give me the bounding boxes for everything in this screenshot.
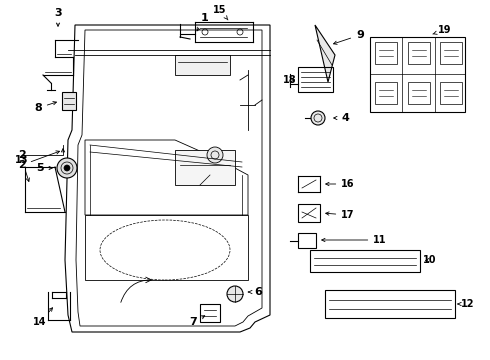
- Text: 2: 2: [18, 151, 59, 170]
- Text: 6: 6: [248, 287, 262, 297]
- Text: 7: 7: [189, 316, 205, 327]
- Circle shape: [64, 165, 70, 171]
- Text: 9: 9: [334, 30, 364, 44]
- Text: 16: 16: [326, 179, 355, 189]
- Text: 1: 1: [197, 13, 209, 31]
- Text: 18: 18: [283, 75, 297, 85]
- Text: 11: 11: [322, 235, 387, 245]
- Circle shape: [207, 147, 223, 163]
- Text: 4: 4: [334, 113, 349, 123]
- Text: 14: 14: [33, 308, 52, 327]
- Text: 5: 5: [36, 163, 52, 173]
- Text: 19: 19: [433, 25, 452, 35]
- Polygon shape: [62, 92, 76, 110]
- Text: 8: 8: [34, 102, 56, 113]
- Text: 17: 17: [326, 210, 355, 220]
- Circle shape: [311, 111, 325, 125]
- Text: 10: 10: [423, 255, 437, 265]
- Text: 12: 12: [458, 299, 475, 309]
- Polygon shape: [175, 55, 230, 75]
- Polygon shape: [315, 25, 335, 82]
- Text: 3: 3: [54, 8, 62, 26]
- Text: 13: 13: [15, 155, 29, 181]
- Text: 15: 15: [213, 5, 228, 20]
- Circle shape: [57, 158, 77, 178]
- Circle shape: [227, 286, 243, 302]
- Polygon shape: [175, 150, 235, 185]
- Text: 2: 2: [18, 150, 26, 160]
